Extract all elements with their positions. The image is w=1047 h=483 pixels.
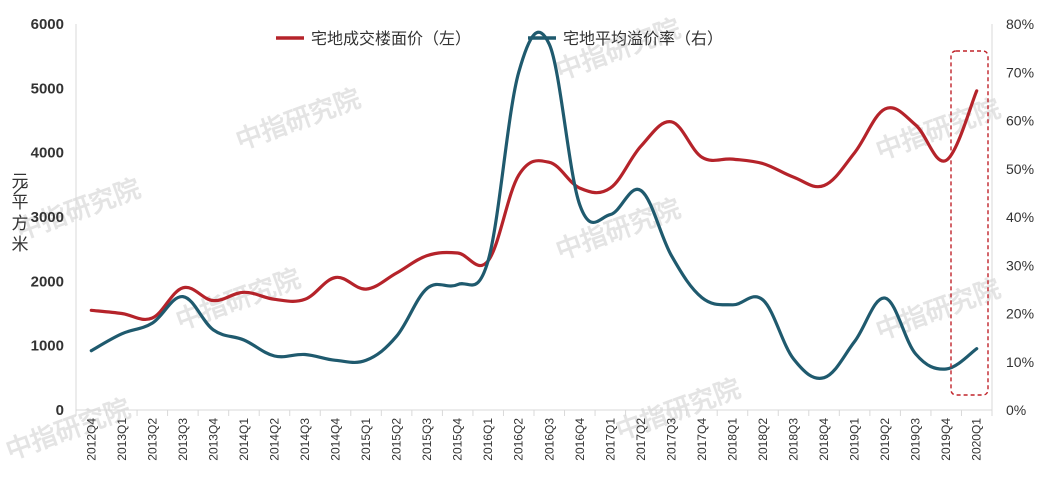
watermark-text: 中指研究院 (872, 93, 1005, 167)
x-tick-label: 2019Q3 (909, 418, 923, 461)
x-tick-label: 2015Q4 (451, 418, 465, 461)
right-y-tick-label: 20% (1006, 306, 1034, 322)
right-y-tick-label: 50% (1006, 161, 1034, 177)
watermark-text: 中指研究院 (552, 193, 685, 267)
legend-label-premium-rate: 宅地平均溢价率（右） (563, 29, 723, 48)
right-y-tick-label: 30% (1006, 257, 1034, 273)
right-y-tick-label: 60% (1006, 113, 1034, 129)
right-y-tick-label: 10% (1006, 354, 1034, 370)
x-tick-label: 2014Q3 (298, 418, 312, 461)
left-y-tick-label: 5000 (31, 80, 64, 97)
x-tick-label: 2018Q4 (817, 418, 831, 461)
ylabel-char-4: 米 (12, 235, 29, 255)
ylabel-char-3: 方 (12, 214, 29, 234)
right-y-tick-label: 70% (1006, 64, 1034, 80)
left-y-tick-label: 0 (56, 402, 64, 419)
x-tick-label: 2016Q2 (512, 418, 526, 461)
x-tick-label: 2018Q3 (787, 418, 801, 461)
right-y-tick-label: 40% (1006, 209, 1034, 225)
land-price-line (89, 89, 979, 322)
x-tick-label: 2016Q3 (542, 418, 556, 461)
x-tick-label: 2014Q4 (329, 418, 343, 461)
left-y-tick-label: 1000 (31, 338, 64, 355)
x-tick-label: 2019Q4 (939, 418, 953, 461)
ylabel-slash (13, 181, 28, 195)
x-tick-label: 2016Q1 (481, 418, 495, 461)
x-tick-label: 2013Q3 (176, 418, 190, 461)
highlight-box (950, 50, 989, 396)
left-y-axis-label: 元 平 方 米 (12, 172, 29, 255)
left-y-tick-label: 4000 (31, 145, 64, 162)
x-tick-label: 2013Q4 (206, 418, 220, 461)
x-tick-label: 2017Q4 (695, 418, 709, 461)
x-tick-label: 2017Q3 (664, 418, 678, 461)
left-y-tick-labels: 0 1000 2000 3000 4000 5000 6000 (31, 16, 64, 419)
watermarks: 中指研究院中指研究院中指研究院中指研究院中指研究院中指研究院中指研究院中指研究院… (2, 13, 1005, 467)
right-y-tick-label: 0% (1006, 402, 1026, 418)
x-tick-label: 2012Q4 (84, 418, 98, 461)
x-tick-label: 2014Q2 (267, 418, 281, 461)
x-tick-label: 2016Q4 (573, 418, 587, 461)
right-y-tick-label: 80% (1006, 16, 1034, 32)
legend: 宅地成交楼面价（左） 宅地平均溢价率（右） (276, 29, 723, 48)
x-tick-label: 2018Q1 (725, 418, 739, 461)
x-tick-marks (75, 410, 993, 416)
left-y-tick-label: 2000 (31, 273, 64, 290)
premium-rate-line (89, 30, 979, 380)
x-tick-label: 2013Q2 (145, 418, 159, 461)
right-y-tick-labels: 0% 10% 20% 30% 40% 50% 60% 70% 80% (1006, 16, 1034, 418)
x-tick-label: 2020Q1 (970, 418, 984, 461)
x-tick-label: 2014Q1 (237, 418, 251, 461)
series-lines (89, 30, 979, 380)
x-tick-label: 2019Q2 (878, 418, 892, 461)
x-tick-labels: 2012Q4 2013Q1 2013Q2 2013Q3 2013Q4 2014Q1 2014… (84, 418, 983, 461)
ylabel-char-1: 元 (12, 172, 29, 192)
left-y-tick-label: 6000 (31, 16, 64, 33)
x-tick-label: 2015Q2 (390, 418, 404, 461)
x-tick-label: 2017Q1 (603, 418, 617, 461)
x-tick-label: 2018Q2 (756, 418, 770, 461)
legend-label-land-price: 宅地成交楼面价（左） (311, 29, 471, 48)
ylabel-char-2: 平 (12, 193, 29, 213)
x-tick-label: 2017Q2 (634, 418, 648, 461)
x-tick-label: 2015Q1 (359, 418, 373, 461)
left-y-tick-label: 3000 (31, 209, 64, 226)
watermark-text: 中指研究院 (872, 273, 1005, 347)
watermark-text: 中指研究院 (552, 13, 685, 87)
watermark-text: 中指研究院 (232, 83, 365, 157)
x-tick-label: 2013Q1 (115, 418, 129, 461)
x-tick-label: 2019Q1 (848, 418, 862, 461)
x-tick-label: 2015Q3 (420, 418, 434, 461)
